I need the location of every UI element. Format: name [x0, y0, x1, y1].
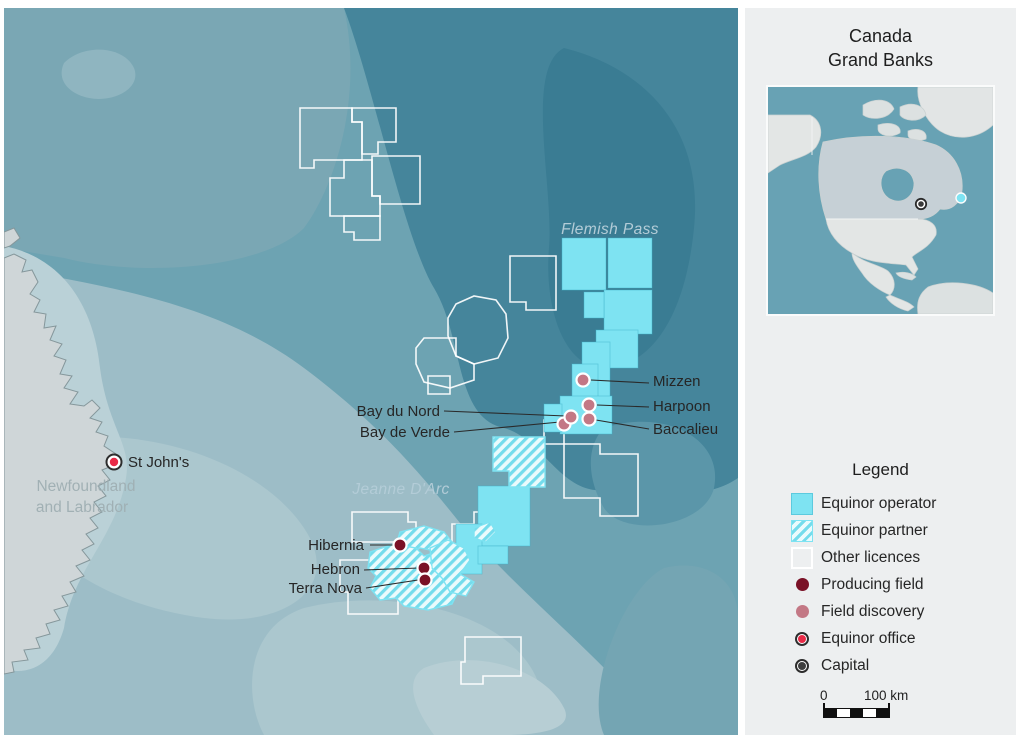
legend-label: Producing field: [821, 575, 924, 593]
legend-item-operator: Equinor operator: [745, 490, 1016, 517]
inset-usa: [825, 218, 937, 276]
bathymetry-layers: [4, 8, 738, 735]
equinor-operator-licences: [455, 237, 653, 575]
inset-capital-marker: [914, 197, 928, 210]
discovery-dot-baccalieu: [581, 411, 597, 427]
producing-field-markers: [392, 537, 433, 588]
partner-swatch: [791, 519, 813, 542]
scale-bar: 0 100 km: [820, 688, 943, 718]
inset-grand-banks-marker: [955, 191, 967, 204]
equinor-office-marker: [105, 453, 123, 471]
panel-title-line1: Canada: [848, 26, 913, 46]
operator-swatch: [791, 492, 813, 515]
info-panel: Canada Grand Banks: [745, 8, 1016, 735]
field-label-bay-de-verde: Bay de Verde: [360, 424, 450, 441]
legend-item-capital: Capital: [745, 652, 1016, 679]
scale-zero-label: 0: [820, 688, 828, 703]
field-label-mizzen: Mizzen: [653, 373, 701, 390]
equinor-partner-licences: [367, 436, 546, 611]
producing-dot-terra-nova: [417, 572, 433, 588]
scale-end-label: 100 km: [864, 688, 909, 703]
legend-label: Equinor office: [821, 629, 916, 647]
producing-dot-hibernia: [392, 537, 408, 553]
discovery-dot-bay-du-nord: [563, 409, 579, 425]
legend: Legend Equinor operator Equinor partner …: [745, 460, 1016, 679]
office-label-st-johns: St John's: [128, 454, 189, 471]
province-label-line1: Newfoundland: [36, 478, 135, 495]
leader-lines: [363, 379, 650, 589]
main-map: Flemish Pass Jeanne D'Arc Newfoundland a…: [3, 8, 738, 735]
legend-item-partner: Equinor partner: [745, 517, 1016, 544]
equinor-office-dot: [795, 631, 809, 646]
main-map-canvas: Flemish Pass Jeanne D'Arc Newfoundland a…: [3, 8, 738, 735]
panel-title-line2: Grand Banks: [827, 50, 934, 71]
field-label-bay-du-nord: Bay du Nord: [357, 403, 440, 420]
legend-label: Other licences: [821, 548, 921, 566]
legend-title: Legend: [852, 460, 909, 479]
legend-label: Field discovery: [821, 602, 925, 620]
scale-tick-0: [823, 703, 825, 708]
inset-south-america: [917, 282, 994, 314]
legend-label: Capital: [821, 656, 870, 674]
inset-alaska: [767, 114, 822, 174]
inset-map-canvas: [767, 86, 994, 314]
sea-label-flemish-pass: Flemish Pass: [561, 221, 659, 238]
field-label-harpoon: Harpoon: [653, 398, 711, 415]
field-label-terra-nova: Terra Nova: [289, 580, 363, 597]
field-discovery-markers: [556, 372, 597, 432]
discovery-dot-mizzen: [575, 372, 591, 388]
legend-item-equinor-office: Equinor office: [745, 625, 1016, 652]
inset-map: [766, 84, 995, 316]
map-labels: Flemish Pass Jeanne D'Arc Newfoundland a…: [36, 221, 718, 597]
legend-item-field-discovery: Field discovery: [745, 598, 1016, 625]
legend-label: Equinor partner: [821, 521, 928, 539]
province-label-line2: and Labrador: [36, 499, 128, 516]
field-label-hebron: Hebron: [311, 561, 360, 578]
legend-label: Equinor operator: [821, 494, 937, 512]
scale-tick-100: [888, 703, 890, 708]
other-licences-swatch: [791, 546, 813, 569]
sea-label-jeanne-darc: Jeanne D'Arc: [351, 481, 449, 498]
inset-greenland: [917, 86, 994, 138]
legend-item-other-licences: Other licences: [745, 544, 1016, 571]
capital-dot: [795, 658, 809, 673]
field-label-baccalieu: Baccalieu: [653, 421, 718, 438]
legend-item-producing-field: Producing field: [745, 571, 1016, 598]
field-label-hibernia: Hibernia: [308, 537, 365, 554]
field-discovery-dot: [795, 605, 809, 618]
panel-title: Canada Grand Banks: [745, 24, 1016, 73]
producing-field-dot: [795, 578, 809, 591]
discovery-dot-harpoon: [581, 397, 597, 413]
scale-bar-segments: [823, 703, 890, 718]
